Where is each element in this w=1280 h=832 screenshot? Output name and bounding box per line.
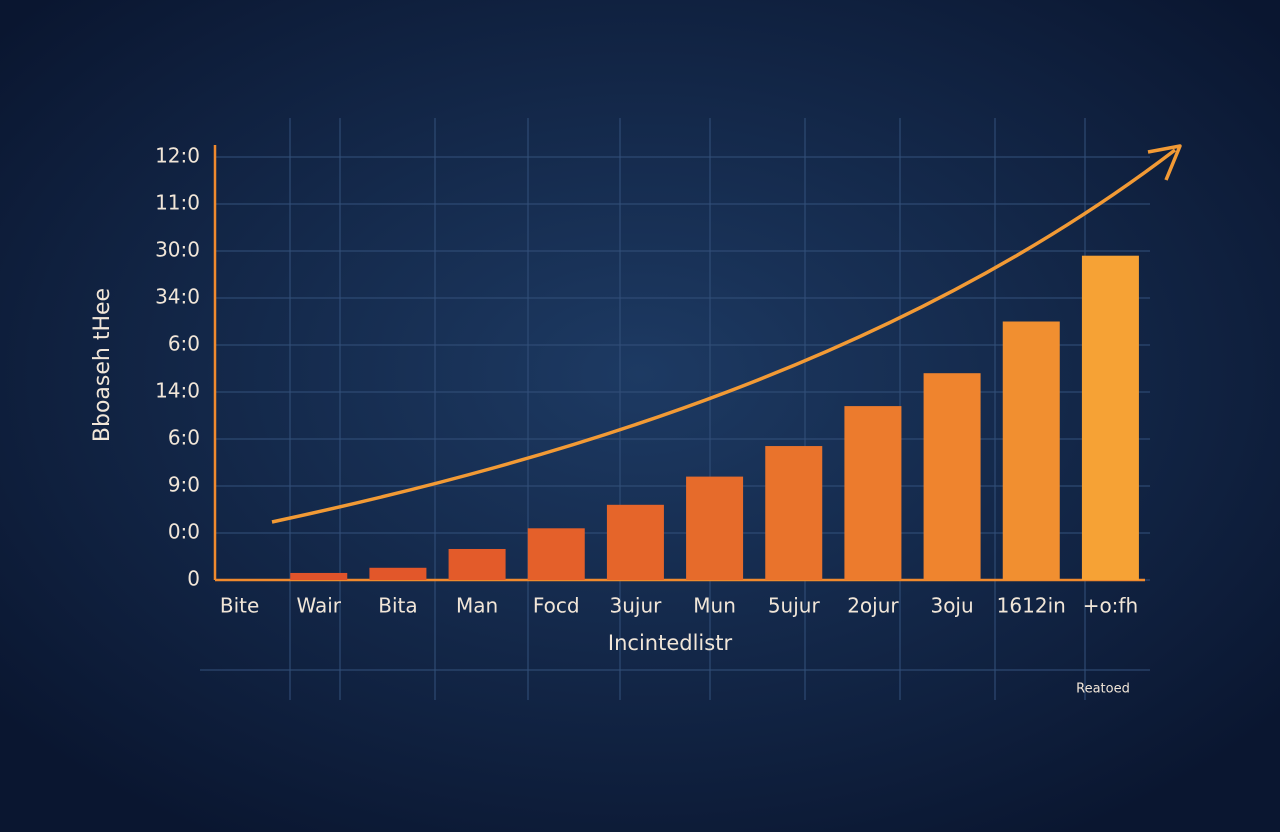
y-tick-label: 9:0 xyxy=(168,473,200,497)
bar xyxy=(844,406,902,580)
y-tick-label: 0:0 xyxy=(168,520,200,544)
x-tick-label: 2ojur xyxy=(847,594,899,618)
y-tick-label: 11:0 xyxy=(155,191,200,215)
y-tick-label: 6:0 xyxy=(168,332,200,356)
x-tick-label: Mun xyxy=(693,594,736,618)
x-tick-label: 1612in xyxy=(997,594,1066,618)
x-tick-label: Bita xyxy=(378,594,417,618)
x-tick-label: Man xyxy=(456,594,498,618)
x-tick-label: 5ujur xyxy=(768,594,821,618)
x-tick-label: 3ujur xyxy=(609,594,662,618)
bar xyxy=(765,446,823,580)
x-axis-title: Incintedlistr xyxy=(608,631,733,655)
x-tick-label: +o:fh xyxy=(1083,594,1138,618)
bar xyxy=(1002,321,1060,580)
y-tick-label: 30:0 xyxy=(155,238,200,262)
bar xyxy=(448,548,506,580)
x-tick-label: 3oju xyxy=(930,594,973,618)
x-tick-label: Wair xyxy=(296,594,341,618)
y-tick-label: 14:0 xyxy=(155,379,200,403)
bar xyxy=(606,504,664,580)
bar xyxy=(1081,255,1139,580)
bar xyxy=(686,476,744,580)
y-tick-label: 0 xyxy=(187,567,200,591)
y-tick-label: 12:0 xyxy=(155,144,200,168)
note: Reatoed xyxy=(1076,682,1130,697)
bar xyxy=(527,528,585,580)
bar xyxy=(290,572,348,580)
trend-arrow xyxy=(271,148,1177,524)
bar xyxy=(923,373,981,580)
x-tick-label: Focd xyxy=(533,594,580,618)
y-tick-label: 6:0 xyxy=(168,426,200,450)
bar xyxy=(369,567,427,580)
x-tick-label: Bite xyxy=(220,594,259,618)
y-tick-label: 34:0 xyxy=(155,285,200,309)
y-axis-title: Bboaseh tHee xyxy=(90,288,115,442)
trend-arrow-head xyxy=(1147,144,1182,181)
